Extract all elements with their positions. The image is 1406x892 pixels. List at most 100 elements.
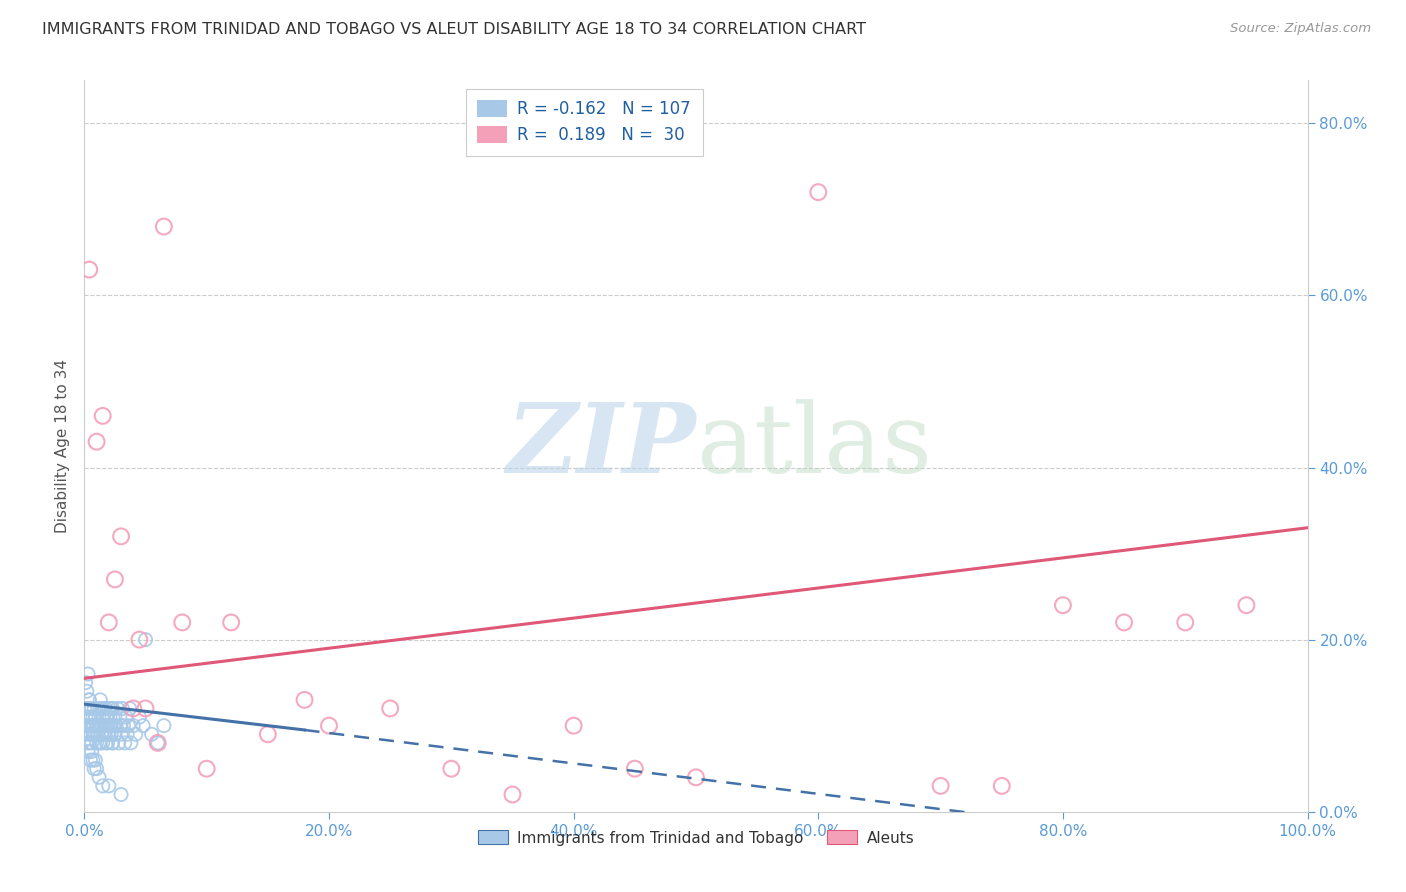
Point bbox=[91, 736, 114, 750]
Point bbox=[624, 762, 647, 776]
Point bbox=[135, 632, 157, 647]
Point bbox=[77, 736, 100, 750]
Point bbox=[87, 727, 110, 741]
Point bbox=[98, 710, 121, 724]
Point bbox=[294, 693, 316, 707]
Point bbox=[77, 719, 100, 733]
Point bbox=[82, 719, 104, 733]
Point bbox=[991, 779, 1014, 793]
Point bbox=[562, 719, 585, 733]
Point bbox=[79, 727, 101, 741]
Point bbox=[115, 727, 138, 741]
Point bbox=[110, 788, 132, 802]
Point bbox=[105, 719, 128, 733]
Point bbox=[1236, 598, 1258, 612]
Point bbox=[98, 719, 121, 733]
Point bbox=[112, 719, 135, 733]
Text: ZIP: ZIP bbox=[506, 399, 696, 493]
Point bbox=[84, 753, 107, 767]
Point bbox=[257, 727, 280, 741]
Point bbox=[128, 632, 150, 647]
Y-axis label: Disability Age 18 to 34: Disability Age 18 to 34 bbox=[55, 359, 70, 533]
Point bbox=[502, 788, 524, 802]
Point bbox=[104, 710, 127, 724]
Point bbox=[219, 615, 242, 630]
Point bbox=[101, 736, 124, 750]
Point bbox=[87, 727, 110, 741]
Point bbox=[94, 701, 117, 715]
Point bbox=[97, 719, 120, 733]
Point bbox=[153, 219, 176, 234]
Point bbox=[110, 727, 132, 741]
Point bbox=[79, 753, 101, 767]
Point bbox=[83, 719, 105, 733]
Point bbox=[80, 719, 103, 733]
Point bbox=[97, 615, 120, 630]
Point bbox=[76, 701, 98, 715]
Point bbox=[117, 719, 139, 733]
Point bbox=[87, 701, 110, 715]
Point bbox=[115, 710, 138, 724]
Point bbox=[83, 762, 105, 776]
Point bbox=[80, 701, 103, 715]
Point bbox=[77, 262, 100, 277]
Point bbox=[97, 701, 120, 715]
Point bbox=[125, 727, 148, 741]
Point bbox=[195, 762, 218, 776]
Point bbox=[103, 719, 125, 733]
Point bbox=[98, 719, 121, 733]
Point bbox=[97, 779, 120, 793]
Point bbox=[87, 710, 110, 724]
Point bbox=[380, 701, 402, 715]
Point bbox=[82, 753, 104, 767]
Point bbox=[83, 701, 105, 715]
Point bbox=[77, 693, 100, 707]
Point bbox=[132, 719, 155, 733]
Point bbox=[114, 736, 136, 750]
Point bbox=[105, 701, 128, 715]
Point bbox=[110, 719, 132, 733]
Point bbox=[101, 736, 124, 750]
Point bbox=[84, 710, 107, 724]
Point bbox=[100, 719, 122, 733]
Point bbox=[89, 736, 111, 750]
Point bbox=[86, 762, 108, 776]
Point bbox=[83, 727, 105, 741]
Point bbox=[91, 701, 114, 715]
Point bbox=[100, 701, 122, 715]
Point bbox=[77, 736, 100, 750]
Point bbox=[93, 727, 115, 741]
Point bbox=[91, 409, 114, 423]
Point bbox=[104, 727, 127, 741]
Point bbox=[84, 710, 107, 724]
Point bbox=[97, 727, 120, 741]
Point bbox=[103, 719, 125, 733]
Point bbox=[1114, 615, 1136, 630]
Point bbox=[90, 701, 112, 715]
Point bbox=[77, 744, 100, 758]
Point bbox=[89, 719, 111, 733]
Point bbox=[97, 736, 120, 750]
Point bbox=[1174, 615, 1197, 630]
Point bbox=[87, 719, 110, 733]
Point bbox=[91, 779, 114, 793]
Point bbox=[80, 736, 103, 750]
Point bbox=[79, 701, 101, 715]
Point bbox=[86, 434, 108, 449]
Point bbox=[75, 675, 97, 690]
Point bbox=[90, 719, 112, 733]
Point bbox=[84, 727, 107, 741]
Point bbox=[104, 727, 127, 741]
Point bbox=[104, 573, 127, 587]
Point bbox=[93, 719, 115, 733]
Point bbox=[77, 710, 100, 724]
Point bbox=[94, 719, 117, 733]
Point bbox=[82, 710, 104, 724]
Point bbox=[101, 701, 124, 715]
Text: Source: ZipAtlas.com: Source: ZipAtlas.com bbox=[1230, 22, 1371, 36]
Point bbox=[1052, 598, 1074, 612]
Point bbox=[94, 727, 117, 741]
Point bbox=[96, 710, 118, 724]
Point bbox=[172, 615, 194, 630]
Point bbox=[76, 684, 98, 698]
